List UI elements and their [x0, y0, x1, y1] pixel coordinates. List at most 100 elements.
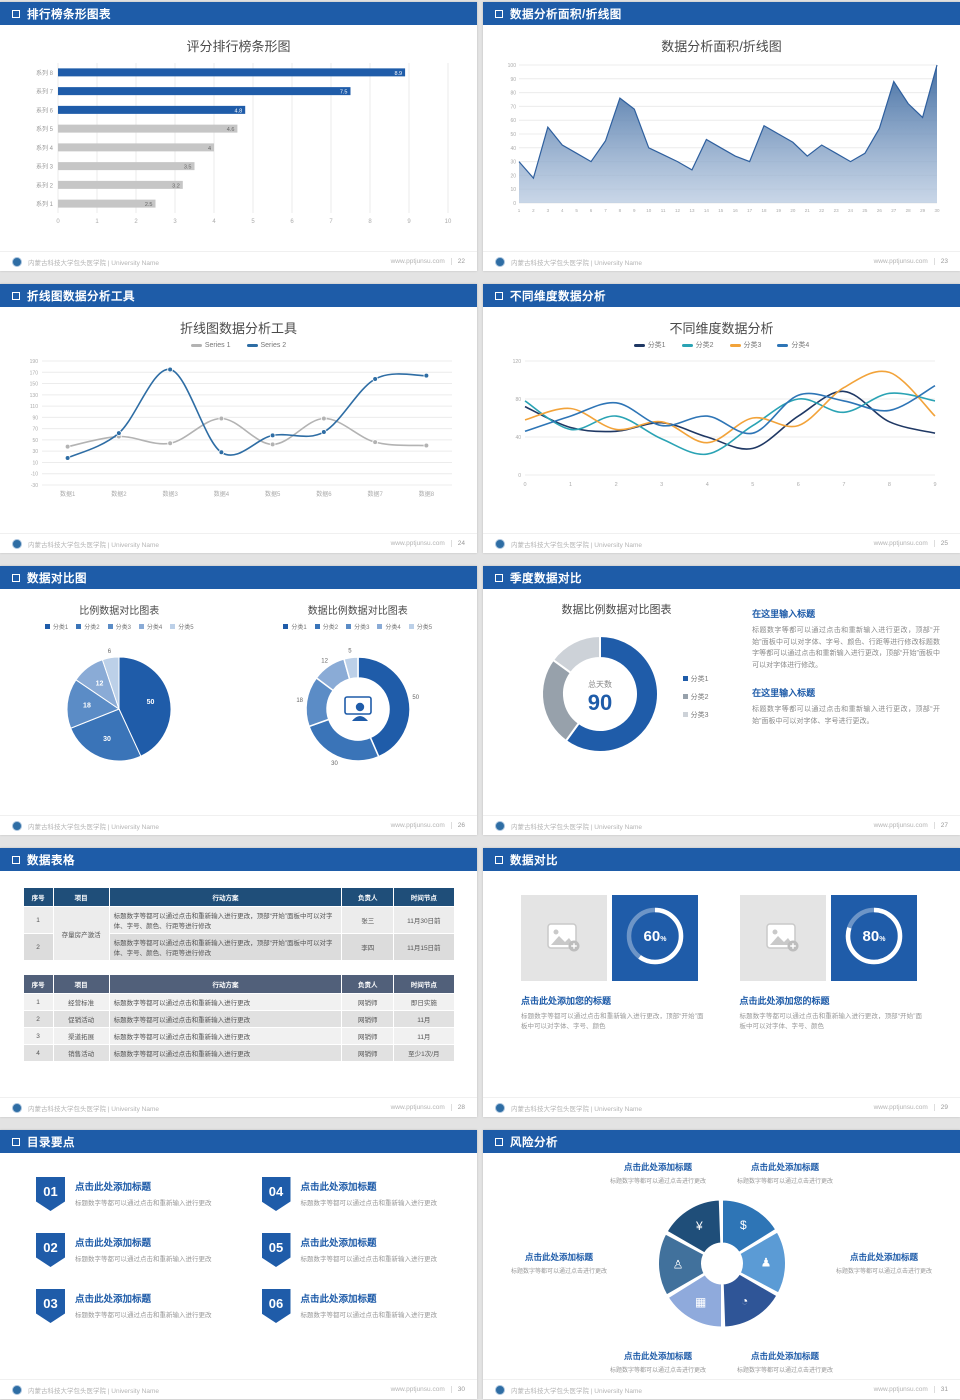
svg-text:数据8: 数据8 — [418, 490, 434, 498]
svg-text:19: 19 — [775, 208, 781, 213]
slide-28: 数据表格 序号 项目 行动方案 负责人 时间节点 1 存量房产激活 标题数字等都可以通过点击和… — [0, 848, 477, 1117]
footer-university-name: 内蒙古科技大学包头医学院 | University Name — [28, 541, 159, 549]
toc-desc: 标题数字等都可以通过点击和重新输入进行更改 — [75, 1312, 212, 1319]
table-header-cell: 行动方案 — [108, 887, 343, 907]
table-cell: 经营标准 — [52, 993, 110, 1011]
table-cell: 标题数字等都可以通过点击和重新输入进行更改，顶部“开始”面板中可以对字体、字号、… — [108, 906, 343, 934]
chart-title: 数据分析面积/折线图 — [661, 39, 782, 54]
square-bullet-icon — [495, 9, 503, 18]
table-cell: 标题数字等都可以通过点击和重新输入进行更改 — [108, 993, 343, 1011]
slide-31-header: 风险分析 — [483, 1130, 960, 1153]
svg-text:3: 3 — [173, 219, 177, 225]
slide-23-footer: 内蒙古科技大学包头医学院 | University Name www.pptju… — [483, 251, 960, 271]
action-plan-table-2: 序号 项目 行动方案 负责人 时间节点 1 经营标准 标题数字等都可以通过点击和重新输入进行更… — [0, 974, 477, 1062]
university-logo-icon — [12, 538, 22, 549]
slide-30-header: 目录要点 — [0, 1130, 477, 1153]
toc-number-badge: 04 — [261, 1177, 291, 1211]
svg-text:7: 7 — [842, 482, 845, 488]
svg-text:8.9: 8.9 — [394, 71, 402, 77]
legend-item: 分类2 — [314, 622, 338, 631]
pie-chart-panel: 比例数据对比图表 分类1 分类2 分类3 分类4 分类5 50 30 18 12 6 — [0, 589, 239, 815]
donut-panel: 数据比例数据对比图表 总天数 90 分类1 分类2 分类3 — [483, 589, 750, 815]
svg-text:系列 5: 系列 5 — [35, 125, 53, 133]
chart-title: 数据比例数据对比图表 — [307, 606, 408, 617]
footer-university-name: 内蒙古科技大学包头医学院 | University Name — [28, 259, 159, 267]
table-row: 2 促销活动 标题数字等都可以通过点击和重新输入进行更改 网销师 11月 — [22, 1010, 455, 1028]
table-cell: 即日实施 — [393, 993, 455, 1011]
slide-26-footer: 内蒙古科技大学包头医学院 | University Name www.pptju… — [0, 815, 477, 835]
chart-legend: Series 1 Series 2 — [0, 339, 477, 351]
svg-text:80: 80 — [510, 91, 516, 97]
chart-title: 不同维度数据分析 — [669, 321, 774, 336]
svg-text:14: 14 — [703, 208, 709, 213]
svg-text:2: 2 — [532, 208, 535, 213]
slide-24-body: 折线图数据分析工具 Series 1 Series 2 -30 -10 10 30 50 7… — [0, 307, 477, 533]
donut-chart-panel: 数据比例数据对比图表 分类1 分类2 分类3 分类4 分类5 50 30 18 12 5 — [239, 589, 478, 815]
svg-text:30: 30 — [934, 208, 940, 213]
toc-desc: 标题数字等都可以通过点击和重新输入进行更改 — [300, 1256, 438, 1263]
table-header-cell: 时间节点 — [393, 974, 455, 994]
svg-text:150: 150 — [29, 382, 38, 388]
image-placeholder — [521, 895, 607, 981]
svg-text:18: 18 — [296, 698, 303, 704]
svg-text:4: 4 — [212, 219, 216, 225]
risk-title: 点击此处添加标题 — [750, 1351, 819, 1361]
table-header-cell: 项目 — [52, 887, 110, 907]
university-logo-icon — [12, 1102, 22, 1113]
slide-23-header: 数据分析面积/折线图 — [483, 2, 960, 25]
slide-24: 折线图数据分析工具 折线图数据分析工具 Series 1 Series 2 -30… — [0, 284, 477, 553]
table-cell: 11月 — [393, 1010, 455, 1028]
table-header-cell: 负责人 — [341, 887, 395, 907]
slide-27-body: 数据比例数据对比图表 总天数 90 分类1 分类2 分类3 在这里输入标题 标题数字等… — [483, 589, 960, 815]
slide-30-body: 01 点击此处添加标题 标题数字等都可以通过点击和重新输入进行更改 02 点击此… — [0, 1153, 477, 1379]
table-cell: 至少1次/月 — [393, 1044, 455, 1062]
svg-text:190: 190 — [29, 359, 38, 365]
progress-ring-80: 80% — [842, 904, 906, 973]
svg-text:5: 5 — [751, 482, 754, 488]
risk-desc: 标题数字等都可以通过点击进行更改 — [736, 1368, 833, 1374]
svg-text:9: 9 — [633, 208, 636, 213]
svg-text:6: 6 — [290, 219, 294, 225]
slide-24-header: 折线图数据分析工具 — [0, 284, 477, 307]
svg-text:30: 30 — [103, 736, 111, 743]
svg-text:数据5: 数据5 — [264, 490, 280, 498]
slide-header-title: 排行榜条形图表 — [27, 8, 111, 21]
legend-item: 分类3 — [346, 622, 369, 631]
footer-watermark: www.pptjunsu.com — [873, 1104, 928, 1111]
svg-text:12: 12 — [321, 658, 328, 664]
footer-page-number: 26 — [450, 822, 465, 829]
svg-text:70: 70 — [510, 104, 516, 110]
toc-desc: 标题数字等都可以通过点击和重新输入进行更改 — [75, 1256, 212, 1263]
table-cell: 标题数字等都可以通过点击和重新输入进行更改 — [108, 1010, 343, 1028]
footer-university-name: 内蒙古科技大学包头医学院 | University Name — [28, 1105, 159, 1113]
legend-item: 分类1 — [44, 622, 68, 631]
slide-31-body: $ ♟ ◔ ▦ ♙ ¥ 点击此处添加标题 标题数字等都可以通过点击进行更改 点击此处添加标… — [483, 1153, 960, 1379]
svg-text:21: 21 — [804, 208, 810, 213]
action-plan-table-1: 序号 项目 行动方案 负责人 时间节点 1 存量房产激活 标题数字等都可以通过点击和重新输入进… — [0, 887, 477, 961]
svg-text:15: 15 — [718, 208, 724, 213]
image-placeholder-icon — [765, 923, 798, 952]
svg-text:0: 0 — [56, 219, 60, 225]
chart-legend: 分类1 分类2 分类3 分类4 分类5 — [0, 621, 239, 631]
table-cell: 销售活动 — [52, 1044, 110, 1062]
svg-text:数据6: 数据6 — [316, 490, 332, 498]
slide-26-body: 比例数据对比图表 分类1 分类2 分类3 分类4 分类5 50 30 18 12 6 数据比例数… — [0, 589, 477, 815]
svg-text:系列 1: 系列 1 — [35, 200, 53, 208]
svg-text:3.2: 3.2 — [172, 183, 180, 189]
legend-item: 分类3 — [682, 710, 709, 720]
svg-text:22: 22 — [819, 208, 825, 213]
card-body: 标题数字等都可以通过点击和重新输入进行更改，顶部“开始”面板中可以对字体、字号、… — [739, 1013, 923, 1031]
svg-text:7: 7 — [329, 219, 333, 225]
table-cell: 存量房产激活 — [52, 906, 110, 961]
slide-29-body: 60% 点击此处添加您的标题 标题数字等都可以通过点击和重新输入进行更改，顶部“… — [483, 871, 960, 1097]
svg-text:130: 130 — [29, 393, 38, 399]
chart-legend: 分类1 分类2 分类3 分类4 分类5 — [239, 621, 478, 631]
slide-header-title: 数据表格 — [27, 854, 75, 867]
toc-item: 03 点击此处添加标题 标题数字等都可以通过点击和重新输入进行更改 — [36, 1289, 216, 1323]
svg-text:27: 27 — [891, 208, 897, 213]
table-header-cell: 序号 — [22, 887, 54, 907]
risk-title: 点击此处添加标题 — [750, 1162, 819, 1172]
svg-text:7: 7 — [604, 208, 607, 213]
table-cell: 网销师 — [341, 1010, 395, 1028]
ranking-bar-chart: 0 1 2 3 4 5 6 7 8 9 10 系列 8 8.9 系列 7 7.5 系列 6 4.8 系列 5 4.6… — [0, 57, 477, 227]
